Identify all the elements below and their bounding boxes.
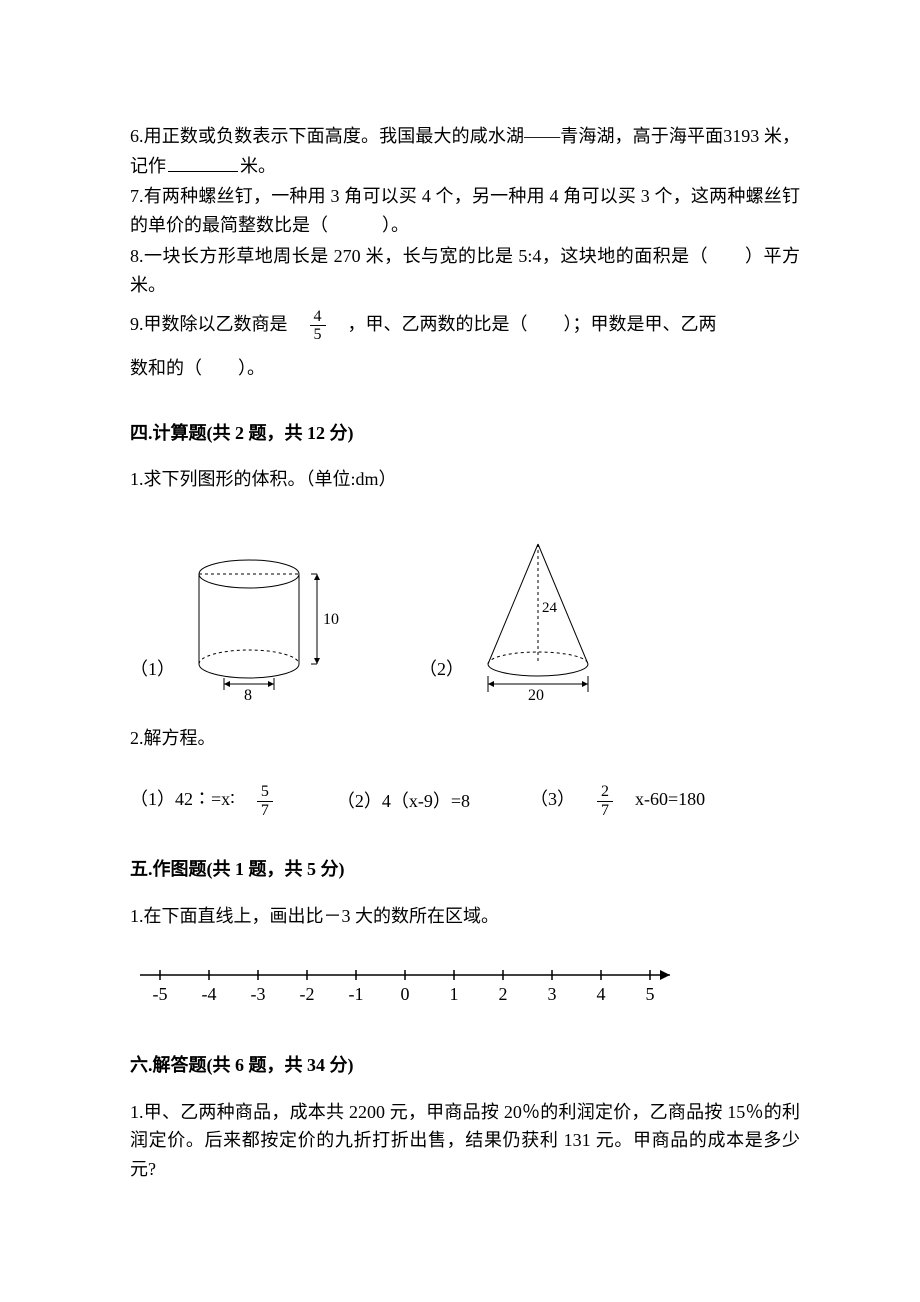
figure1-wrap: （1） 10 8 [130, 544, 349, 704]
fill-q9-frac-num: 4 [310, 308, 326, 327]
numberline-tick-label: -2 [300, 984, 315, 1004]
number-line-wrap: -5 -4 -3 -2 -1 0 1 2 3 4 5 [130, 955, 800, 1015]
fill-q9-fraction: 4 5 [310, 308, 326, 344]
equation2: （2）4（x-9）=8 [337, 787, 470, 816]
numberline-tick-label: 3 [548, 984, 557, 1004]
numberline-tick-label: -5 [153, 984, 168, 1004]
cone-figure: 24 20 [468, 534, 618, 704]
numberline-tick-label: 4 [597, 984, 606, 1004]
fill-q9-line1: 9.甲数除以乙数商是 4 5 ，甲、乙两数的比是（ ）；甲数是甲、乙两 [130, 308, 800, 344]
figures-row: （1） 10 8 （2） [130, 534, 800, 704]
equation1: （1）42∶=x∶ 5 7 [130, 783, 277, 819]
numberline-tick-label: 1 [450, 984, 459, 1004]
eq1-fraction: 5 7 [257, 783, 273, 819]
numberline-tick-label: 0 [401, 984, 410, 1004]
equation3: （3） 2 7 x-60=180 [530, 783, 705, 819]
figure2-wrap: （2） 24 20 [419, 534, 618, 704]
sec4-q2: 2.解方程。 [130, 724, 800, 753]
number-line: -5 -4 -3 -2 -1 0 1 2 3 4 5 [130, 955, 690, 1015]
numberline-tick-label: 2 [499, 984, 508, 1004]
eq1-frac-num: 5 [257, 783, 273, 802]
fill-q6-text-b: 米。 [240, 156, 276, 176]
eq3-fraction: 2 7 [597, 783, 613, 819]
fill-q6: 6.用正数或负数表示下面高度。我国最大的咸水湖——青海湖，高于海平面3193 米… [130, 122, 800, 180]
section6-title: 六.解答题(共 6 题，共 34 分) [130, 1051, 800, 1080]
sec4-q1: 1.求下列图形的体积。（单位:dm） [130, 465, 800, 494]
fill-q8: 8.一块长方形草地周长是 270 米，长与宽的比是 5:4，这块地的面积是（ ）… [130, 242, 800, 300]
numberline-tick-label: -3 [251, 984, 266, 1004]
numberline-tick-label: -4 [202, 984, 217, 1004]
fill-q9-line2: 数和的（ ）。 [130, 354, 800, 383]
eq3-frac-den: 7 [597, 802, 613, 820]
eq3-frac-num: 2 [597, 783, 613, 802]
fill-q7: 7.有两种螺丝钉，一种用 3 角可以买 4 个，另一种用 4 角可以买 3 个，… [130, 182, 800, 240]
fill-q9-frac-den: 5 [310, 326, 326, 344]
numberline-tick-label: -1 [349, 984, 364, 1004]
cone-height-label: 24 [542, 600, 558, 616]
fill-q6-blank [168, 151, 238, 172]
eq1-frac-den: 7 [257, 802, 273, 820]
cylinder-diameter-label: 8 [244, 687, 252, 704]
eq3-text-a: （3） [530, 789, 575, 809]
section5-title: 五.作图题(共 1 题，共 5 分) [130, 855, 800, 884]
figure2-label: （2） [419, 655, 464, 684]
sec6-q1: 1.甲、乙两种商品，成本共 2200 元，甲商品按 20％的利润定价，乙商品按 … [130, 1098, 800, 1184]
fill-q9-text-a: 9.甲数除以乙数商是 [130, 314, 288, 334]
eq1-text: （1）42∶=x∶ [130, 789, 235, 809]
section4-title: 四.计算题(共 2 题，共 12 分) [130, 419, 800, 448]
numberline-tick-label: 5 [646, 984, 655, 1004]
cylinder-figure: 10 8 [179, 544, 349, 704]
eq3-text-b: x-60=180 [635, 789, 705, 809]
equations-row: （1）42∶=x∶ 5 7 （2）4（x-9）=8 （3） 2 7 x-60=1… [130, 783, 800, 819]
figure1-label: （1） [130, 655, 175, 684]
fill-q9-text-b: ，甲、乙两数的比是（ ）；甲数是甲、乙两 [348, 314, 717, 334]
cylinder-height-label: 10 [323, 611, 339, 628]
sec5-q1: 1.在下面直线上，画出比－3 大的数所在区域。 [130, 902, 800, 931]
cone-diameter-label: 20 [528, 687, 544, 704]
